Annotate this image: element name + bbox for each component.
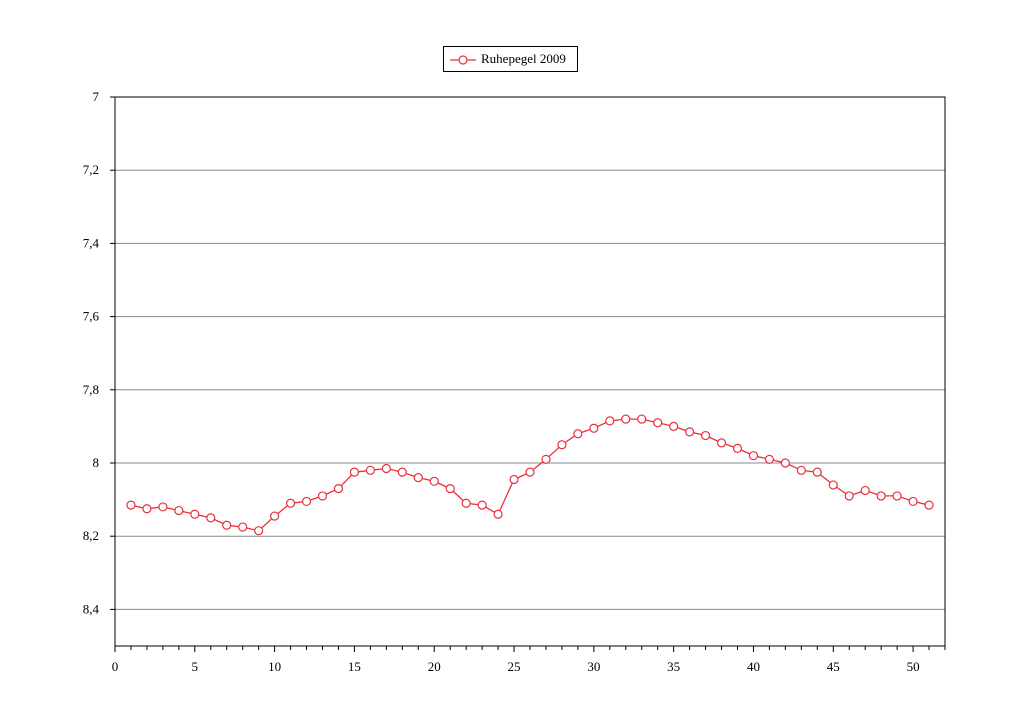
- data-point: [892, 491, 902, 501]
- series-layer: [126, 414, 934, 536]
- data-point: [557, 440, 567, 450]
- data-point: [477, 500, 487, 510]
- data-point: [812, 467, 822, 477]
- x-tick-label: 30: [587, 659, 600, 674]
- data-point: [908, 496, 918, 507]
- y-tick-label: 7,6: [83, 309, 100, 324]
- data-point: [429, 476, 439, 486]
- plot-area-frame: [114, 96, 946, 647]
- data-point: [142, 504, 152, 514]
- data-point: [333, 484, 344, 494]
- data-point: [685, 427, 695, 437]
- data-point: [317, 491, 328, 501]
- data-point: [589, 423, 599, 433]
- data-point: [780, 458, 790, 468]
- data-point: [700, 430, 711, 441]
- gridlines: [115, 169, 945, 610]
- data-point: [190, 509, 200, 519]
- x-tick-label: 5: [192, 659, 199, 674]
- x-tick-label: 50: [907, 659, 920, 674]
- data-point: [924, 500, 934, 510]
- data-point: [860, 485, 870, 496]
- axes: 7 7,2 7,4 7,6 7,8 8 8,2 8,4 0 5 10 15 20 25 30 35 40 45 50: [83, 89, 946, 674]
- data-point: [796, 465, 806, 475]
- y-tick-label: 7,2: [83, 162, 99, 177]
- data-point: [828, 480, 838, 490]
- data-point: [126, 500, 136, 510]
- data-point: [573, 429, 583, 439]
- data-point: [254, 526, 264, 536]
- data-point: [381, 463, 391, 474]
- data-point: [605, 416, 615, 426]
- data-point: [397, 467, 407, 477]
- data-point: [764, 454, 775, 464]
- data-point: [285, 498, 296, 508]
- data-point: [748, 451, 759, 461]
- x-tick-label: 25: [508, 659, 521, 674]
- data-point: [301, 496, 312, 507]
- y-tick-label: 7,8: [83, 382, 99, 397]
- x-tick-label: 45: [827, 659, 840, 674]
- legend: Ruhepegel 2009: [443, 46, 578, 72]
- data-point: [653, 418, 663, 428]
- data-point: [716, 438, 727, 448]
- data-point: [637, 414, 647, 424]
- data-point: [158, 502, 168, 512]
- legend-marker-icon: [450, 55, 476, 65]
- data-point: [493, 509, 503, 519]
- data-point: [844, 491, 854, 501]
- data-point: [621, 414, 631, 424]
- data-point: [222, 520, 232, 530]
- x-tick-label: 40: [747, 659, 760, 674]
- data-point: [461, 498, 471, 508]
- y-tick-label: 8: [93, 455, 100, 470]
- x-tick-label: 0: [112, 659, 119, 674]
- data-point: [206, 513, 216, 523]
- data-point: [509, 474, 519, 485]
- data-point: [238, 522, 248, 532]
- y-tick-label: 7,4: [83, 235, 100, 250]
- data-point: [525, 467, 535, 477]
- data-point: [732, 443, 743, 453]
- data-point: [541, 454, 551, 464]
- x-tick-label: 10: [268, 659, 281, 674]
- data-point: [413, 473, 423, 483]
- data-point: [669, 421, 679, 431]
- x-tick-label: 15: [348, 659, 361, 674]
- data-point: [174, 505, 184, 516]
- data-point: [270, 511, 280, 521]
- y-tick-label: 8,4: [83, 601, 100, 616]
- data-point: [349, 467, 360, 477]
- y-tick-label: 8,2: [83, 528, 99, 543]
- legend-label: Ruhepegel 2009: [481, 51, 566, 66]
- x-tick-label: 20: [428, 659, 441, 674]
- x-tick-label: 35: [667, 659, 680, 674]
- data-point: [365, 465, 375, 475]
- data-point: [876, 491, 886, 501]
- data-point: [445, 484, 455, 494]
- y-tick-label: 7: [93, 89, 100, 104]
